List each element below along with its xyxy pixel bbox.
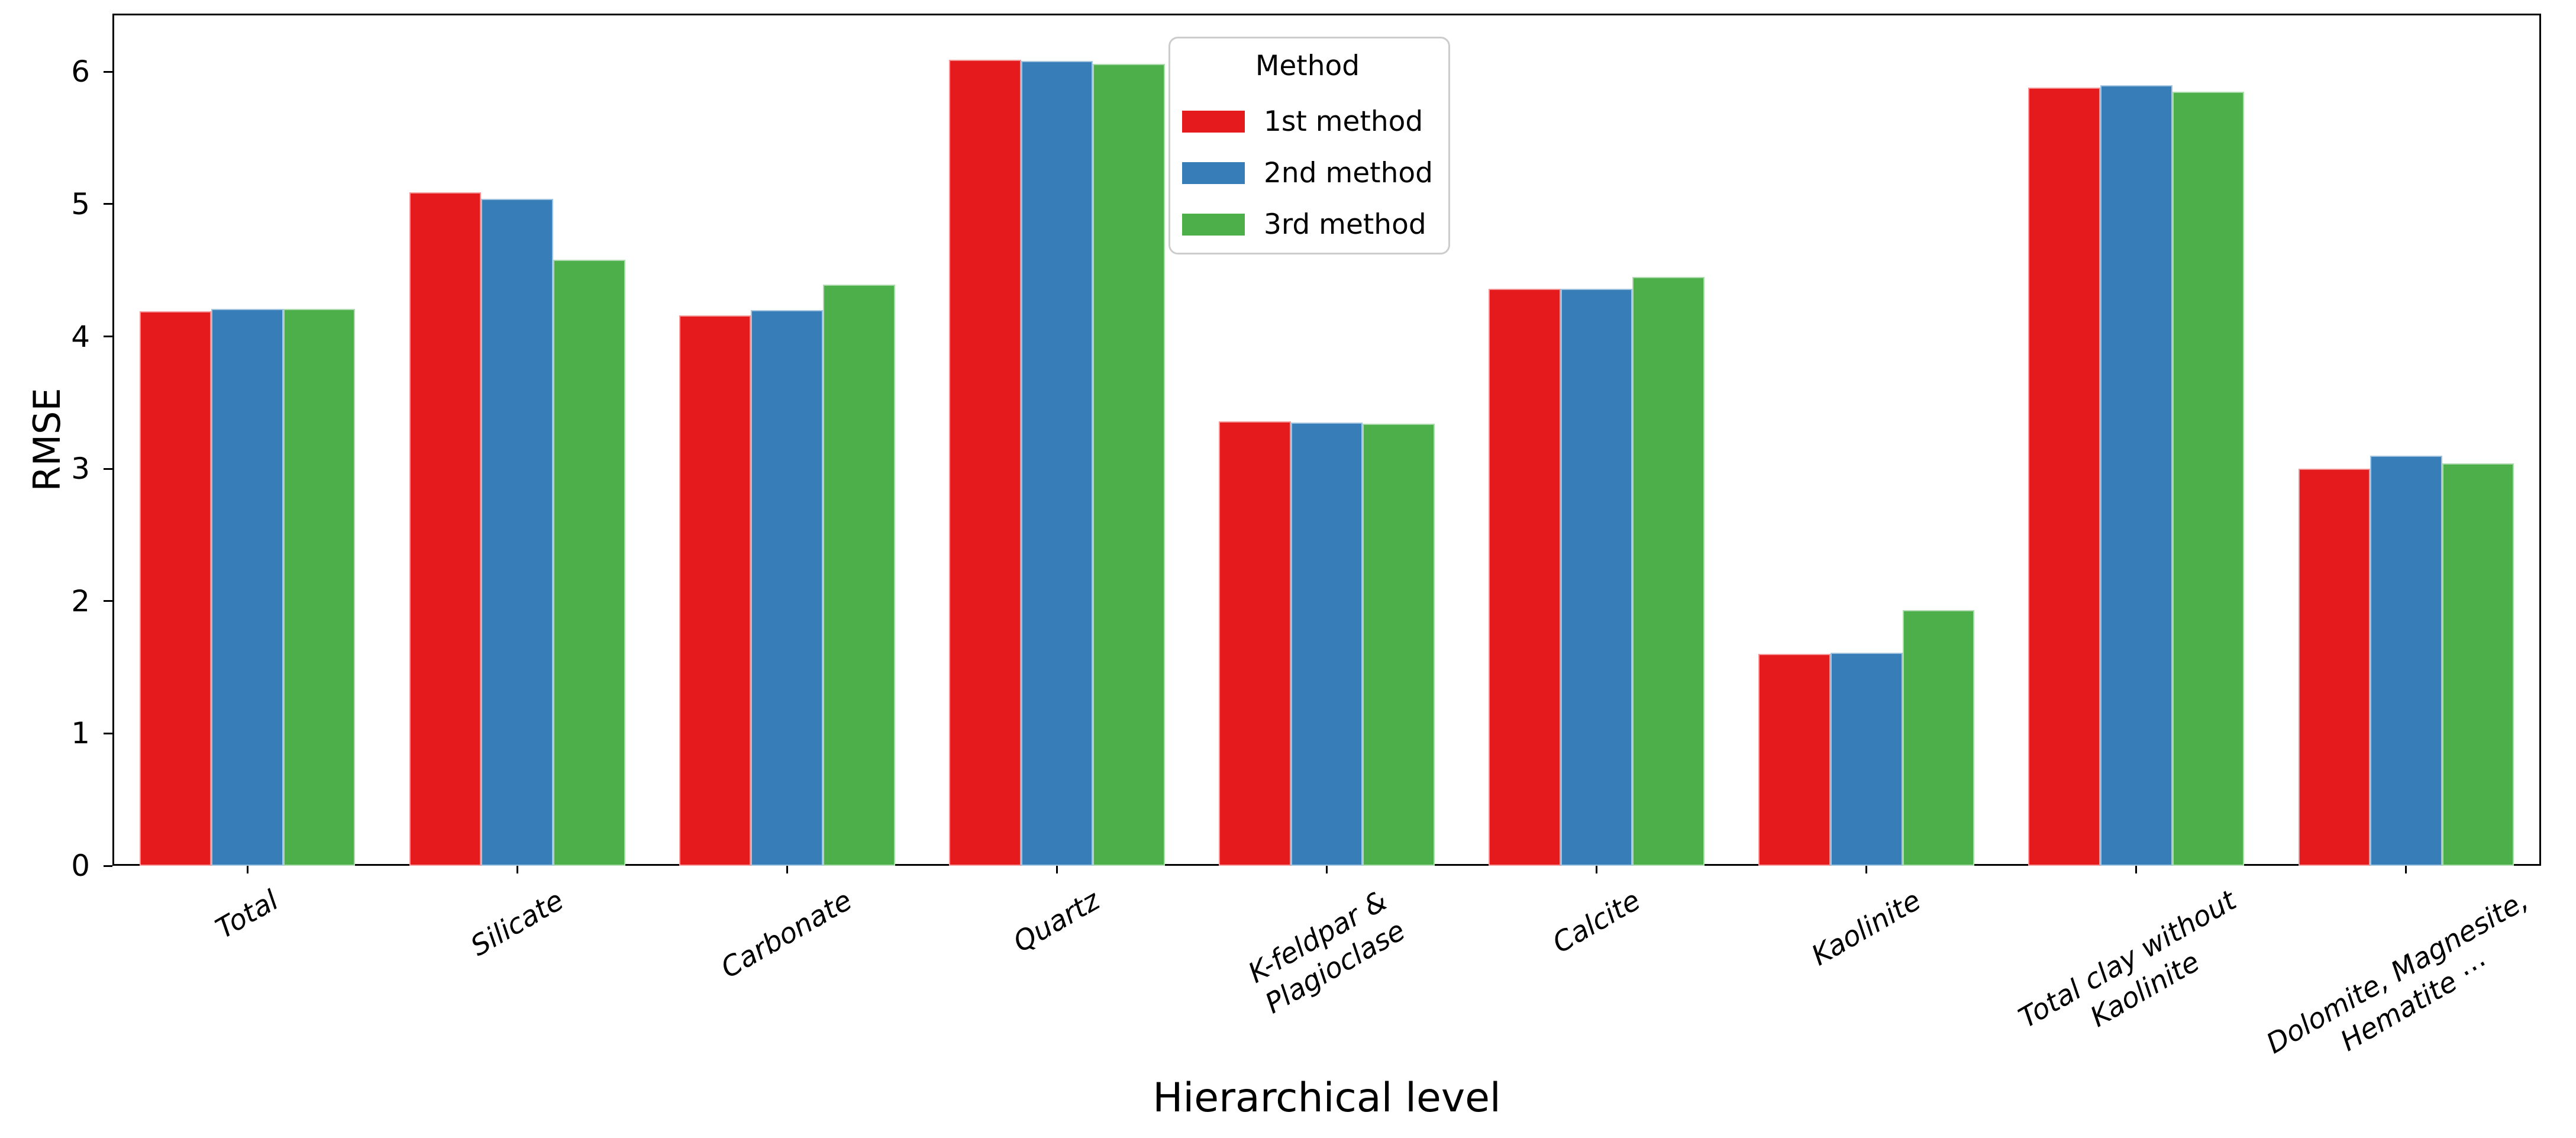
x-tick-label: Kaolinite: [1806, 884, 1926, 973]
bar-2nd-method: [211, 308, 283, 866]
y-tick-label: 4: [71, 319, 90, 354]
bar-2nd-method: [2100, 85, 2173, 866]
y-tick-mark: [104, 732, 112, 734]
x-tick-mark: [786, 866, 788, 873]
x-tick-label: Dolomite, Magnesite, Hematite ⋯: [2261, 884, 2534, 1060]
bar-1st-method: [2028, 88, 2100, 866]
y-tick-mark: [104, 203, 112, 205]
legend-swatch-icon: [1182, 214, 1245, 236]
bar-2nd-method: [1021, 61, 1093, 866]
bar-1st-method: [1489, 289, 1561, 866]
bar-3rd-method: [823, 285, 895, 866]
bar-2nd-method: [1830, 653, 1903, 866]
y-tick-mark: [104, 336, 112, 338]
x-tick-mark: [2135, 866, 2138, 873]
legend-title: Method: [1255, 50, 1360, 82]
x-tick-mark: [1326, 866, 1328, 873]
legend-item-1st-method: 1st method: [1182, 108, 1433, 136]
bar-3rd-method: [2172, 91, 2245, 866]
bar-3rd-method: [283, 308, 356, 866]
y-tick-label: 0: [71, 849, 90, 883]
x-tick-mark: [2405, 866, 2407, 873]
bar-3rd-method: [1902, 610, 1975, 866]
legend-swatch-icon: [1182, 111, 1245, 133]
y-axis-title: RMSE: [25, 388, 69, 492]
bar-3rd-method: [1363, 424, 1435, 866]
bar-1st-method: [139, 311, 212, 866]
bar-2nd-method: [1560, 289, 1633, 866]
y-tick-label: 3: [71, 452, 90, 486]
bar-2nd-method: [481, 199, 553, 866]
y-tick-label: 2: [71, 583, 90, 618]
x-tick-label: Calcite: [1547, 884, 1646, 960]
bar-1st-method: [948, 60, 1021, 866]
y-tick-label: 1: [71, 716, 90, 751]
bar-3rd-method: [553, 259, 625, 866]
x-tick-label: K-feldpar & Plagioclase: [1242, 884, 1411, 1020]
bar-1st-method: [409, 192, 482, 866]
legend-item-label: 1st method: [1264, 105, 1423, 138]
bar-1st-method: [679, 315, 751, 866]
x-tick-label: Carbonate: [715, 884, 858, 985]
y-tick-mark: [104, 600, 112, 602]
bar-2nd-method: [2370, 455, 2442, 866]
y-tick-label: 5: [71, 186, 90, 221]
bar-2nd-method: [751, 310, 824, 866]
bar-1st-method: [2298, 469, 2371, 866]
y-tick-mark: [104, 468, 112, 470]
y-tick-mark: [104, 70, 112, 73]
x-tick-mark: [1596, 866, 1598, 873]
legend-item-3rd-method: 3rd method: [1182, 211, 1433, 238]
x-tick-label: Total: [210, 884, 284, 946]
legend-item-label: 3rd method: [1264, 208, 1426, 241]
bar-3rd-method: [2442, 463, 2514, 866]
x-tick-mark: [516, 866, 518, 873]
x-tick-label: Silicate: [464, 884, 569, 963]
legend-item-label: 2nd method: [1264, 157, 1433, 190]
legend-rows: 1st method 2nd method 3rd method: [1182, 108, 1433, 238]
x-tick-label: Total clay without Kaolinite: [2013, 884, 2242, 1035]
bar-1st-method: [1758, 654, 1831, 866]
x-tick-mark: [1865, 866, 1868, 873]
x-tick-mark: [246, 866, 248, 873]
x-axis-title: Hierarchical level: [1153, 1075, 1501, 1121]
x-tick-mark: [1055, 866, 1058, 873]
legend-item-2nd-method: 2nd method: [1182, 159, 1433, 187]
bar-2nd-method: [1290, 422, 1363, 866]
bar-1st-method: [1219, 421, 1291, 866]
legend-swatch-icon: [1182, 162, 1245, 185]
bar-3rd-method: [1632, 276, 1705, 866]
bar-3rd-method: [1093, 63, 1165, 866]
y-tick-label: 6: [71, 54, 90, 89]
legend: Method 1st method 2nd method 3rd method: [1168, 37, 1450, 255]
y-tick-mark: [104, 865, 112, 867]
x-tick-label: Quartz: [1008, 884, 1106, 959]
